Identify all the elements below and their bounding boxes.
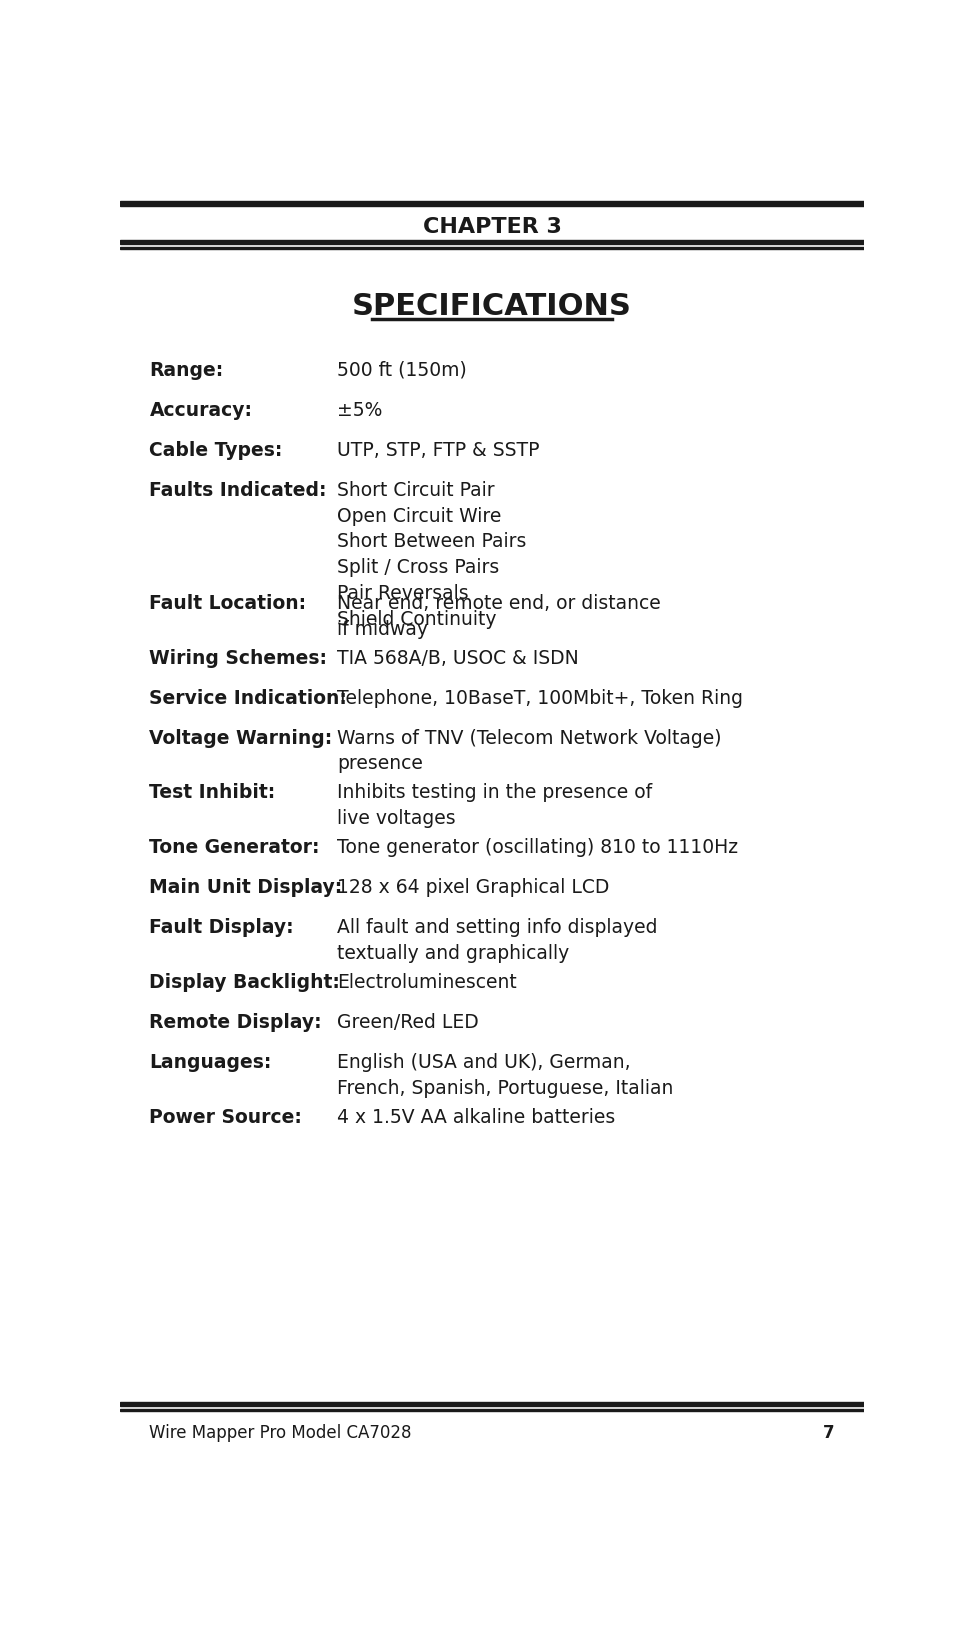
Text: Telephone, 10BaseT, 100Mbit+, Token Ring: Telephone, 10BaseT, 100Mbit+, Token Ring: [337, 689, 743, 707]
Text: Faults Indicated:: Faults Indicated:: [150, 481, 327, 499]
Text: Main Unit Display:: Main Unit Display:: [150, 878, 343, 898]
Text: ±5%: ±5%: [337, 400, 382, 420]
Text: Tone Generator:: Tone Generator:: [150, 837, 320, 857]
Text: Fault Location:: Fault Location:: [150, 593, 306, 613]
Text: Tone generator (oscillating) 810 to 1110Hz: Tone generator (oscillating) 810 to 1110…: [337, 837, 738, 857]
Text: Warns of TNV (Telecom Network Voltage)
presence: Warns of TNV (Telecom Network Voltage) p…: [337, 728, 722, 774]
Text: Electroluminescent: Electroluminescent: [337, 972, 516, 992]
Text: UTP, STP, FTP & SSTP: UTP, STP, FTP & SSTP: [337, 441, 540, 460]
Text: English (USA and UK), German,
French, Spanish, Portuguese, Italian: English (USA and UK), German, French, Sp…: [337, 1054, 673, 1098]
Text: SPECIFICATIONS: SPECIFICATIONS: [352, 293, 632, 322]
Bar: [120, 202, 864, 207]
Text: Languages:: Languages:: [150, 1054, 272, 1072]
Text: Voltage Warning:: Voltage Warning:: [150, 728, 333, 748]
Text: Wire Mapper Pro Model CA7028: Wire Mapper Pro Model CA7028: [150, 1424, 412, 1442]
Text: Cable Types:: Cable Types:: [150, 441, 283, 460]
Text: 7: 7: [823, 1424, 834, 1442]
Text: Test Inhibit:: Test Inhibit:: [150, 784, 276, 802]
Bar: [120, 1403, 864, 1405]
Text: Remote Display:: Remote Display:: [150, 1013, 322, 1033]
Text: CHAPTER 3: CHAPTER 3: [422, 218, 562, 237]
Text: Green/Red LED: Green/Red LED: [337, 1013, 479, 1033]
Text: Fault Display:: Fault Display:: [150, 919, 294, 937]
Text: Service Indication:: Service Indication:: [150, 689, 348, 707]
Text: Accuracy:: Accuracy:: [150, 400, 252, 420]
Text: All fault and setting info displayed
textually and graphically: All fault and setting info displayed tex…: [337, 919, 658, 963]
Text: Display Backlight:: Display Backlight:: [150, 972, 341, 992]
Text: Range:: Range:: [150, 361, 224, 379]
Bar: [120, 239, 864, 244]
Text: 128 x 64 pixel Graphical LCD: 128 x 64 pixel Graphical LCD: [337, 878, 610, 898]
Text: 500 ft (150m): 500 ft (150m): [337, 361, 467, 379]
Text: Short Circuit Pair
Open Circuit Wire
Short Between Pairs
Split / Cross Pairs
Pai: Short Circuit Pair Open Circuit Wire Sho…: [337, 481, 526, 629]
Text: TIA 568A/B, USOC & ISDN: TIA 568A/B, USOC & ISDN: [337, 649, 579, 668]
Text: 4 x 1.5V AA alkaline batteries: 4 x 1.5V AA alkaline batteries: [337, 1107, 615, 1127]
Text: Power Source:: Power Source:: [150, 1107, 302, 1127]
Text: Near end, remote end, or distance
if midway: Near end, remote end, or distance if mid…: [337, 593, 660, 639]
Text: Wiring Schemes:: Wiring Schemes:: [150, 649, 327, 668]
Text: Inhibits testing in the presence of
live voltages: Inhibits testing in the presence of live…: [337, 784, 652, 828]
